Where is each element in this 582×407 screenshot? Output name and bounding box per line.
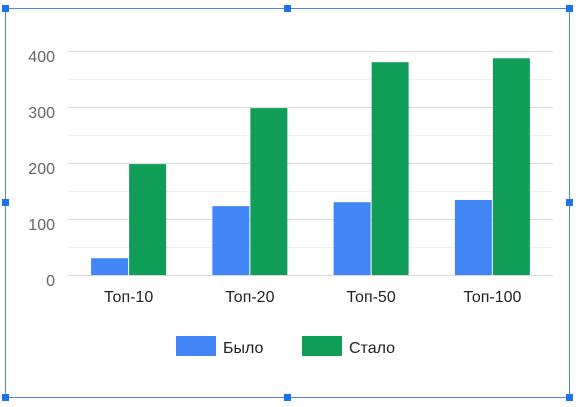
bar-before-3 (333, 202, 371, 275)
y-tick-label: 100 (28, 217, 55, 234)
bar-after-2 (250, 108, 288, 276)
legend-label-before: Было (223, 340, 264, 357)
legend: Было Стало (176, 336, 395, 357)
x-category-label: Топ-50 (347, 289, 396, 306)
x-category-label: Топ-20 (225, 289, 274, 306)
bar-after-1 (129, 164, 167, 275)
bar-before-4 (454, 199, 492, 275)
y-tick-label: 400 (28, 49, 55, 66)
y-axis-tick-labels: 0 100 200 300 400 (28, 49, 55, 290)
legend-swatch-before (176, 336, 216, 356)
resize-handle-bottom-left[interactable] (2, 394, 9, 401)
resize-handle-right[interactable] (566, 199, 573, 206)
bar-before-1 (91, 258, 129, 275)
resize-handle-top-left[interactable] (2, 5, 9, 12)
bar-after-3 (371, 62, 409, 276)
legend-label-after: Стало (349, 340, 395, 357)
bars (91, 58, 530, 276)
y-tick-label: 300 (28, 105, 55, 122)
resize-handle-top-right[interactable] (566, 5, 573, 12)
resize-handle-left[interactable] (2, 199, 9, 206)
resize-handle-bottom-right[interactable] (566, 394, 573, 401)
y-tick-label: 0 (46, 273, 55, 290)
resize-handle-top[interactable] (284, 5, 291, 12)
legend-swatch-after (302, 336, 342, 356)
x-axis-category-labels: Топ-10 Топ-20 Топ-50 Топ-100 (104, 289, 522, 306)
bar-before-2 (212, 206, 250, 275)
resize-handle-bottom[interactable] (284, 394, 291, 401)
y-tick-label: 200 (28, 161, 55, 178)
x-category-label: Топ-10 (104, 289, 153, 306)
x-category-label: Топ-100 (463, 289, 521, 306)
bar-after-4 (492, 58, 530, 275)
chart-selection-frame[interactable] (5, 8, 570, 398)
